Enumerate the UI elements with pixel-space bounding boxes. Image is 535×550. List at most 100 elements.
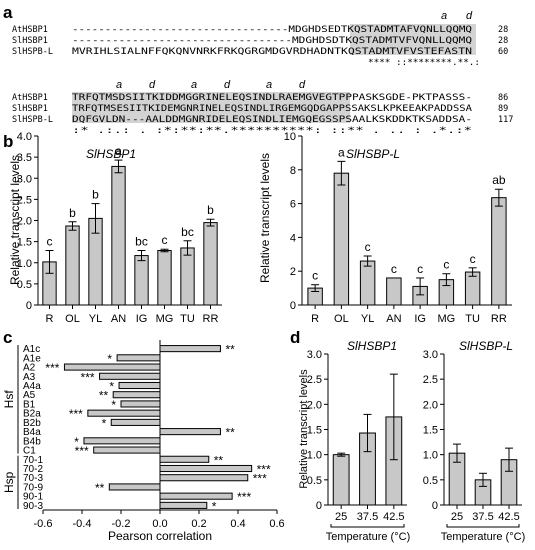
group-label: Hsf: [2, 390, 16, 409]
y-tick-label: 3.0: [307, 349, 322, 361]
alignment-row-name: SlHSBP1: [12, 104, 48, 114]
category-label: 70-9: [23, 482, 43, 493]
alignment-row-seq: DQFGVLDN---AALDDMGNRIDELEQSINDLIEMGQEGSS…: [72, 115, 472, 125]
bar: [159, 464, 253, 473]
bar: [112, 391, 161, 399]
significance-letter: b: [92, 188, 99, 202]
x-tick-label: R: [311, 313, 319, 325]
alignment-row-seq: ---------------------------------MDGHDSE…: [72, 25, 472, 35]
bar: [359, 260, 376, 306]
significance-stars: **: [225, 343, 235, 357]
alignment-row-end: 28: [498, 25, 508, 35]
x-tick-label: R: [46, 313, 54, 325]
x-tick-label: 0.6: [269, 518, 284, 530]
significance-letter: ab: [492, 173, 506, 187]
x-axis-label: Temperature (°C): [326, 531, 410, 543]
significance-stars: ***: [45, 361, 59, 375]
category-label: 70-3: [23, 473, 43, 484]
bar: [464, 271, 481, 306]
bar: [386, 277, 402, 306]
alignment-row-name: SlHSPB-L: [12, 115, 53, 125]
significance-stars: *: [102, 416, 107, 430]
y-tick-label: 2.0: [423, 399, 438, 411]
bar: [159, 492, 233, 500]
y-tick-label: 2.0: [17, 216, 32, 228]
significance-stars: **: [225, 426, 235, 440]
bar: [87, 409, 161, 417]
significance-letter: bc: [181, 225, 194, 239]
alignment-row-name: SlHSPB-L: [12, 47, 53, 57]
significance-stars: ***: [253, 472, 267, 486]
significance-stars: ***: [237, 490, 251, 504]
x-tick-label: 37.5: [472, 511, 493, 523]
x-tick-label: AN: [386, 313, 401, 325]
significance-stars: ***: [69, 407, 83, 421]
bar: [63, 363, 161, 371]
significance-stars: **: [99, 389, 109, 403]
bar: [99, 372, 161, 380]
significance-stars: *: [111, 398, 116, 412]
chart-title: SlHSBP1: [86, 147, 136, 161]
significance-stars: *: [212, 499, 217, 513]
alignment-highlight-block1: [350, 24, 476, 55]
alignment-row-seq: TRFQTMSDSIITKIDDMGGRINELEQSINDLRAEMGVEGT…: [72, 93, 472, 103]
category-label: B2a: [23, 409, 41, 420]
bar: [180, 247, 195, 306]
panel-label-b: b: [3, 132, 13, 151]
x-tick-label: 0.4: [230, 518, 245, 530]
x-group-bracket: [330, 524, 405, 528]
y-tick-label: 1.0: [423, 450, 438, 462]
significance-letter: c: [162, 233, 168, 247]
x-tick-label: 37.5: [357, 511, 378, 523]
bar: [332, 454, 350, 506]
heptad-marker: a: [191, 79, 197, 91]
category-label: B2b: [23, 418, 41, 429]
bar: [159, 455, 210, 463]
significance-letter: a: [338, 145, 345, 159]
bar: [110, 418, 161, 426]
heptad-marker: d: [149, 79, 156, 91]
x-axis-label: Temperature (°C): [441, 531, 525, 543]
panel-label-c: c: [3, 328, 12, 347]
heptad-marker: a: [116, 79, 122, 91]
bar: [120, 400, 161, 408]
bar: [159, 501, 208, 509]
heptad-marker: d: [466, 10, 473, 22]
significance-stars: *: [74, 435, 79, 449]
x-tick-label: TU: [180, 313, 195, 325]
x-tick-label: AN: [111, 313, 126, 325]
x-tick-label: 0.0: [152, 518, 167, 530]
x-tick-label: 25: [451, 511, 463, 523]
category-label: A5: [23, 390, 36, 401]
category-label: B1: [23, 399, 36, 410]
alignment-row-end: 86: [498, 93, 508, 103]
y-tick-label: 0.5: [307, 475, 322, 487]
category-label: 70-2: [23, 464, 43, 475]
bar: [83, 437, 161, 445]
category-label: 70-1: [23, 455, 43, 466]
x-tick-label: 0.2: [191, 518, 206, 530]
significance-letter: c: [391, 262, 397, 276]
group-label: Hsp: [2, 471, 16, 493]
significance-letter: c: [312, 269, 318, 283]
y-tick-label: 2.5: [423, 374, 438, 386]
x-tick-label: RR: [203, 313, 219, 325]
bar: [116, 354, 161, 362]
y-tick-label: 2.5: [307, 374, 322, 386]
bar: [111, 165, 126, 306]
x-tick-label: TU: [465, 313, 480, 325]
y-tick-label: 1.0: [307, 450, 322, 462]
bar: [118, 381, 161, 390]
x-tick-label: YL: [361, 313, 374, 325]
y-tick-label: 0.5: [17, 279, 32, 291]
significance-letter: c: [417, 262, 423, 276]
category-label: A2: [23, 363, 36, 374]
chart-title: SlHSBP1: [347, 339, 397, 353]
significance-letter: c: [470, 252, 476, 266]
x-tick-label: OL: [65, 313, 80, 325]
y-tick-label: 4: [290, 232, 296, 244]
x-tick-label: -0.6: [34, 518, 53, 530]
significance-letter: b: [69, 206, 76, 220]
heptad-marker: d: [299, 79, 306, 91]
significance-stars: ***: [81, 370, 95, 384]
